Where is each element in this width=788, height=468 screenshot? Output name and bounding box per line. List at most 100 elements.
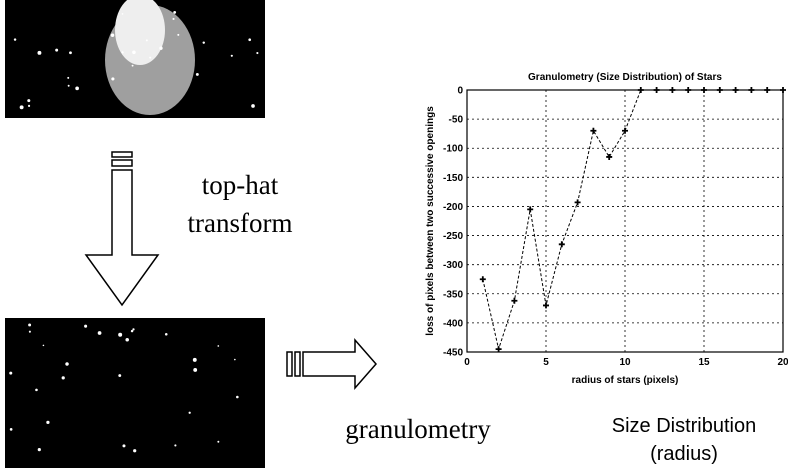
star xyxy=(177,33,180,36)
data-point xyxy=(527,206,534,213)
star xyxy=(19,105,24,110)
data-point xyxy=(764,87,771,93)
granulometry-label: granulometry xyxy=(345,414,491,444)
star xyxy=(75,86,79,91)
star xyxy=(121,13,124,15)
star xyxy=(193,368,198,372)
data-point xyxy=(637,87,644,93)
star xyxy=(230,54,233,57)
star xyxy=(28,323,32,327)
star xyxy=(111,77,115,81)
y-tick-label: -400 xyxy=(443,318,463,329)
data-point xyxy=(511,297,518,304)
right-arrow xyxy=(286,338,377,390)
star xyxy=(65,362,69,366)
x-tick-label: 15 xyxy=(698,357,710,368)
star xyxy=(217,440,220,443)
star xyxy=(46,420,50,425)
star xyxy=(159,46,163,50)
data-point xyxy=(574,199,581,206)
x-tick-label: 5 xyxy=(543,357,549,368)
star xyxy=(131,64,134,67)
data-point xyxy=(622,127,628,134)
y-tick-label: 0 xyxy=(457,86,463,97)
star xyxy=(234,358,236,361)
data-point xyxy=(495,346,502,353)
star xyxy=(195,72,199,76)
radius-label: (radius) xyxy=(650,443,718,465)
star xyxy=(37,448,41,452)
star xyxy=(110,33,115,38)
star xyxy=(174,444,177,447)
star xyxy=(130,329,134,333)
y-tick-label: -300 xyxy=(443,260,463,271)
data-point xyxy=(701,87,707,93)
y-tick-label: -250 xyxy=(443,231,463,242)
star xyxy=(37,50,42,55)
star xyxy=(217,345,220,347)
y-axis-label: loss of pixels between two successive op… xyxy=(425,106,436,336)
star xyxy=(121,51,124,54)
star xyxy=(61,376,65,380)
star xyxy=(132,328,135,331)
data-point xyxy=(543,302,549,309)
star xyxy=(236,395,239,399)
data-point xyxy=(685,87,692,93)
star xyxy=(149,56,152,59)
star xyxy=(28,330,31,333)
star xyxy=(9,371,13,375)
data-point xyxy=(716,87,723,93)
star xyxy=(9,428,13,431)
chart-title: Granulometry (Size Distribution) of Star… xyxy=(528,72,722,83)
data-point xyxy=(558,241,565,248)
star xyxy=(133,449,137,453)
star xyxy=(35,388,38,392)
star xyxy=(84,324,88,328)
star xyxy=(188,411,191,414)
down-arrow xyxy=(84,151,160,307)
data-point xyxy=(653,87,660,93)
star xyxy=(132,50,136,55)
star xyxy=(69,51,72,55)
star xyxy=(122,444,126,448)
data-point xyxy=(732,87,739,93)
plot-frame xyxy=(466,89,784,353)
star xyxy=(145,39,148,42)
star xyxy=(173,11,177,14)
star xyxy=(118,332,123,337)
chart: Granulometry (Size Distribution) of Star… xyxy=(425,72,788,386)
star xyxy=(67,76,70,79)
y-tick-label: -50 xyxy=(449,115,464,126)
data-point xyxy=(590,127,597,134)
star xyxy=(248,38,252,42)
star xyxy=(27,99,31,103)
star xyxy=(251,104,255,108)
y-tick-label: -150 xyxy=(443,173,463,184)
y-tick-label: -100 xyxy=(443,144,463,155)
star xyxy=(55,48,59,52)
star xyxy=(192,357,197,362)
series-line xyxy=(482,89,783,351)
star xyxy=(27,104,31,107)
bright-nebula-core xyxy=(115,0,165,65)
x-axis-label: radius of stars (pixels) xyxy=(572,375,679,386)
star xyxy=(125,338,129,342)
stars xyxy=(9,11,259,453)
data-point xyxy=(669,87,676,93)
x-tick-label: 20 xyxy=(777,357,788,368)
size-distribution-label: Size Distribution xyxy=(612,415,757,437)
transform-label: transform xyxy=(188,208,293,238)
top-hat-label: top-hat xyxy=(202,170,279,200)
star xyxy=(172,17,175,21)
data-point xyxy=(479,276,486,283)
star xyxy=(42,344,45,347)
star xyxy=(118,374,122,378)
y-tick-label: -450 xyxy=(443,348,463,359)
y-tick-label: -350 xyxy=(443,289,463,300)
data-point xyxy=(780,87,786,93)
star xyxy=(67,84,70,87)
star xyxy=(202,41,205,44)
y-tick-label: -200 xyxy=(443,202,463,213)
star xyxy=(13,38,17,41)
